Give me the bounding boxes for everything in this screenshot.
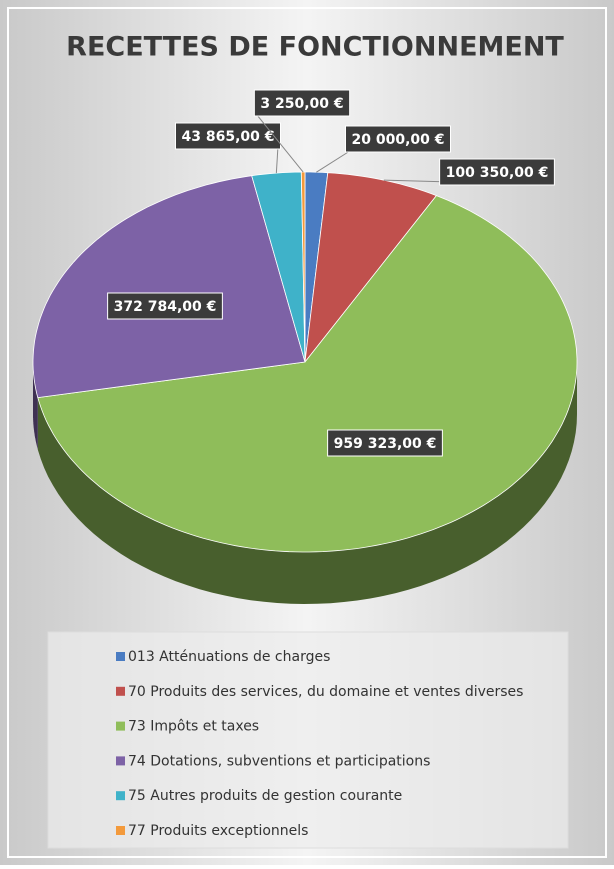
leader-line	[275, 145, 279, 174]
value-label-box	[439, 158, 555, 186]
value-label: 3 250,00 €	[260, 96, 343, 112]
value-label-box	[253, 89, 351, 117]
legend-swatch	[116, 652, 125, 661]
frame	[7, 7, 607, 858]
legend-swatch	[116, 756, 125, 766]
value-label-box	[107, 292, 223, 320]
value-label: 100 350,00 €	[446, 165, 549, 181]
value-label: 959 323,00 €	[334, 436, 437, 452]
legend-label: 73 Impôts et taxes	[128, 719, 259, 735]
value-label-box	[327, 429, 443, 457]
slice	[304, 172, 438, 364]
value-label: 43 865,00 €	[182, 129, 275, 145]
legend-box	[47, 631, 569, 849]
legend-swatch	[116, 686, 125, 696]
leader-line	[316, 148, 354, 173]
legend-label: 75 Autres produits de gestion courante	[128, 788, 402, 804]
legend-swatch	[116, 721, 125, 731]
legend-swatch	[116, 826, 125, 835]
value-label: 20 000,00 €	[352, 132, 445, 148]
slice	[251, 171, 306, 363]
legend-label: 77 Produits exceptionnels	[128, 823, 308, 839]
legend-label: 70 Produits des services, du domaine et …	[128, 684, 523, 700]
slice-side	[33, 362, 38, 450]
slice	[32, 175, 306, 399]
legend-label: 74 Dotations, subventions et participati…	[128, 753, 430, 769]
leader-line	[256, 114, 304, 173]
value-label-box	[345, 125, 451, 153]
slice	[37, 195, 578, 553]
chart-title: RECETTES DE FONCTIONNEMENT	[66, 32, 564, 63]
legend-label: 013 Atténuations de charges	[128, 649, 330, 665]
value-label-box	[175, 122, 281, 150]
legend-swatch	[116, 791, 125, 801]
value-label: 372 784,00 €	[114, 299, 217, 315]
slice-side	[37, 362, 578, 604]
